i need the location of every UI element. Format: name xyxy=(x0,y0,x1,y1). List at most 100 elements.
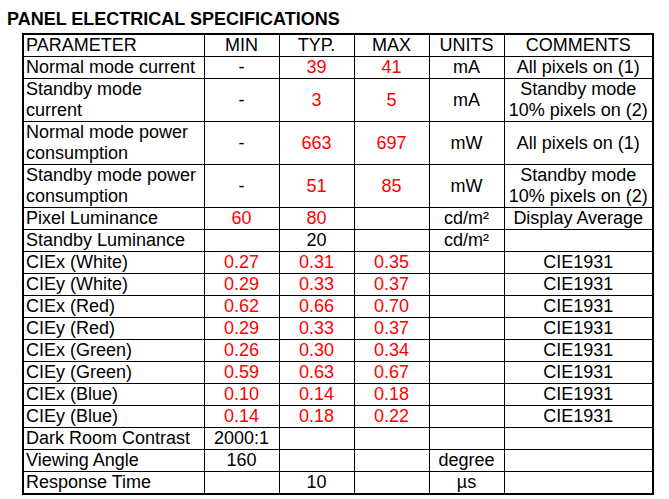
table-row: CIEy (Green)0.590.630.67CIE1931 xyxy=(23,362,653,384)
header-row: PARAMETER MIN TYP. MAX UNITS COMMENTS xyxy=(23,34,653,57)
comments-cell: Standby mode 10% pixels on (2) xyxy=(504,165,653,208)
min-cell: 0.26 xyxy=(204,340,279,362)
comments-cell: All pixels on (1) xyxy=(504,122,653,165)
max-cell xyxy=(354,428,429,450)
parameter-cell: CIEx (Red) xyxy=(23,296,204,318)
units-cell: µs xyxy=(429,472,504,495)
parameter-cell: Standby Luminance xyxy=(23,230,204,252)
comments-cell: Standby mode 10% pixels on (2) xyxy=(504,79,653,122)
table-row: CIEy (Red)0.290.330.37CIE1931 xyxy=(23,318,653,340)
units-cell xyxy=(429,384,504,406)
units-cell xyxy=(429,252,504,274)
comments-cell: CIE1931 xyxy=(504,406,653,428)
comments-cell: CIE1931 xyxy=(504,274,653,296)
typ-cell: 663 xyxy=(279,122,354,165)
units-cell: cd/m² xyxy=(429,230,504,252)
max-cell: 0.35 xyxy=(354,252,429,274)
typ-cell: 0.18 xyxy=(279,406,354,428)
comments-cell xyxy=(504,428,653,450)
table-row: CIEy (White)0.290.330.37CIE1931 xyxy=(23,274,653,296)
max-cell: 5 xyxy=(354,79,429,122)
units-cell: mA xyxy=(429,79,504,122)
max-cell: 0.37 xyxy=(354,318,429,340)
min-cell: - xyxy=(204,122,279,165)
typ-cell: 39 xyxy=(279,57,354,79)
parameter-cell: Normal mode power consumption xyxy=(23,122,204,165)
comments-cell xyxy=(504,450,653,472)
min-cell: - xyxy=(204,57,279,79)
col-header-typ: TYP. xyxy=(279,34,354,57)
table-row: Dark Room Contrast2000:1 xyxy=(23,428,653,450)
min-cell: 0.14 xyxy=(204,406,279,428)
typ-cell: 0.30 xyxy=(279,340,354,362)
comments-cell: Display Average xyxy=(504,208,653,230)
min-cell: 0.27 xyxy=(204,252,279,274)
parameter-cell: Dark Room Contrast xyxy=(23,428,204,450)
min-cell xyxy=(204,230,279,252)
parameter-cell: Pixel Luminance xyxy=(23,208,204,230)
max-cell: 0.70 xyxy=(354,296,429,318)
table-row: CIEx (Blue)0.100.140.18CIE1931 xyxy=(23,384,653,406)
min-cell xyxy=(204,472,279,495)
comments-cell xyxy=(504,230,653,252)
comments-cell: CIE1931 xyxy=(504,384,653,406)
units-cell xyxy=(429,362,504,384)
typ-cell: 0.33 xyxy=(279,274,354,296)
parameter-cell: Viewing Angle xyxy=(23,450,204,472)
page: PANEL ELECTRICAL SPECIFICATIONS PARAMETE… xyxy=(0,0,669,499)
units-cell xyxy=(429,406,504,428)
col-header-comments: COMMENTS xyxy=(504,34,653,57)
units-cell xyxy=(429,340,504,362)
comments-cell: CIE1931 xyxy=(504,252,653,274)
typ-cell: 0.63 xyxy=(279,362,354,384)
units-cell: degree xyxy=(429,450,504,472)
parameter-cell: CIEx (Green) xyxy=(23,340,204,362)
table-row: Pixel Luminance6080 cd/m²Display Average xyxy=(23,208,653,230)
parameter-cell: CIEy (Blue) xyxy=(23,406,204,428)
table-row: Response Time10µs xyxy=(23,472,653,495)
typ-cell: 0.33 xyxy=(279,318,354,340)
typ-cell xyxy=(279,450,354,472)
typ-cell: 10 xyxy=(279,472,354,495)
table-row: Viewing Angle160degree xyxy=(23,450,653,472)
units-cell xyxy=(429,428,504,450)
comments-cell: All pixels on (1) xyxy=(504,57,653,79)
min-cell: 0.59 xyxy=(204,362,279,384)
comments-cell: CIE1931 xyxy=(504,362,653,384)
spec-table: PARAMETER MIN TYP. MAX UNITS COMMENTS No… xyxy=(22,33,654,495)
min-cell: 0.10 xyxy=(204,384,279,406)
typ-cell: 51 xyxy=(279,165,354,208)
units-cell: mW xyxy=(429,165,504,208)
min-cell: 0.29 xyxy=(204,274,279,296)
units-cell: mA xyxy=(429,57,504,79)
table-row: Standby mode power consumption-5185mWSta… xyxy=(23,165,653,208)
comments-cell: CIE1931 xyxy=(504,296,653,318)
max-cell: 697 xyxy=(354,122,429,165)
max-cell: 0.67 xyxy=(354,362,429,384)
typ-cell: 0.31 xyxy=(279,252,354,274)
units-cell: cd/m² xyxy=(429,208,504,230)
table-row: CIEx (White)0.270.310.35 CIE1931 xyxy=(23,252,653,274)
col-header-max: MAX xyxy=(354,34,429,57)
parameter-cell: CIEx (White) xyxy=(23,252,204,274)
table-row: Normal mode current-3941mAAll pixels on … xyxy=(23,57,653,79)
typ-cell: 20 xyxy=(279,230,354,252)
parameter-cell: CIEy (Red) xyxy=(23,318,204,340)
typ-cell: 80 xyxy=(279,208,354,230)
max-cell: 0.34 xyxy=(354,340,429,362)
max-cell: 85 xyxy=(354,165,429,208)
page-title: PANEL ELECTRICAL SPECIFICATIONS xyxy=(7,9,669,29)
parameter-cell: Standby mode current xyxy=(23,79,204,122)
parameter-cell: Normal mode current xyxy=(23,57,204,79)
max-cell xyxy=(354,472,429,495)
min-cell: 0.29 xyxy=(204,318,279,340)
max-cell xyxy=(354,450,429,472)
min-cell: - xyxy=(204,79,279,122)
max-cell xyxy=(354,208,429,230)
parameter-cell: CIEx (Blue) xyxy=(23,384,204,406)
min-cell: 0.62 xyxy=(204,296,279,318)
units-cell xyxy=(429,274,504,296)
max-cell: 41 xyxy=(354,57,429,79)
min-cell: 60 xyxy=(204,208,279,230)
units-cell xyxy=(429,296,504,318)
